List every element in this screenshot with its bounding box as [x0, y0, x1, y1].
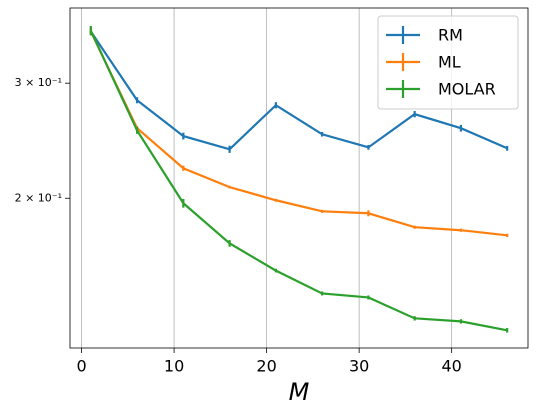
x-tick-label: 10 [164, 357, 184, 376]
x-axis-label: M [289, 378, 310, 406]
legend-label: ML [438, 53, 461, 72]
legend-label: RM [438, 26, 463, 45]
x-tick-label: 40 [441, 357, 461, 376]
x-tick-label: 20 [256, 357, 276, 376]
y-tick-label: 2 × 10⁻¹ [15, 191, 62, 204]
series-line [89, 30, 508, 151]
series-line [89, 30, 508, 332]
plot-frame [69, 7, 529, 349]
legend-label: MOLAR [438, 80, 496, 99]
x-tick-label: 0 [76, 357, 86, 376]
series-line [89, 30, 508, 237]
x-tick-label: 30 [349, 357, 369, 376]
legend-box [377, 15, 519, 110]
y-tick-label: 3 × 10⁻¹ [15, 76, 62, 89]
